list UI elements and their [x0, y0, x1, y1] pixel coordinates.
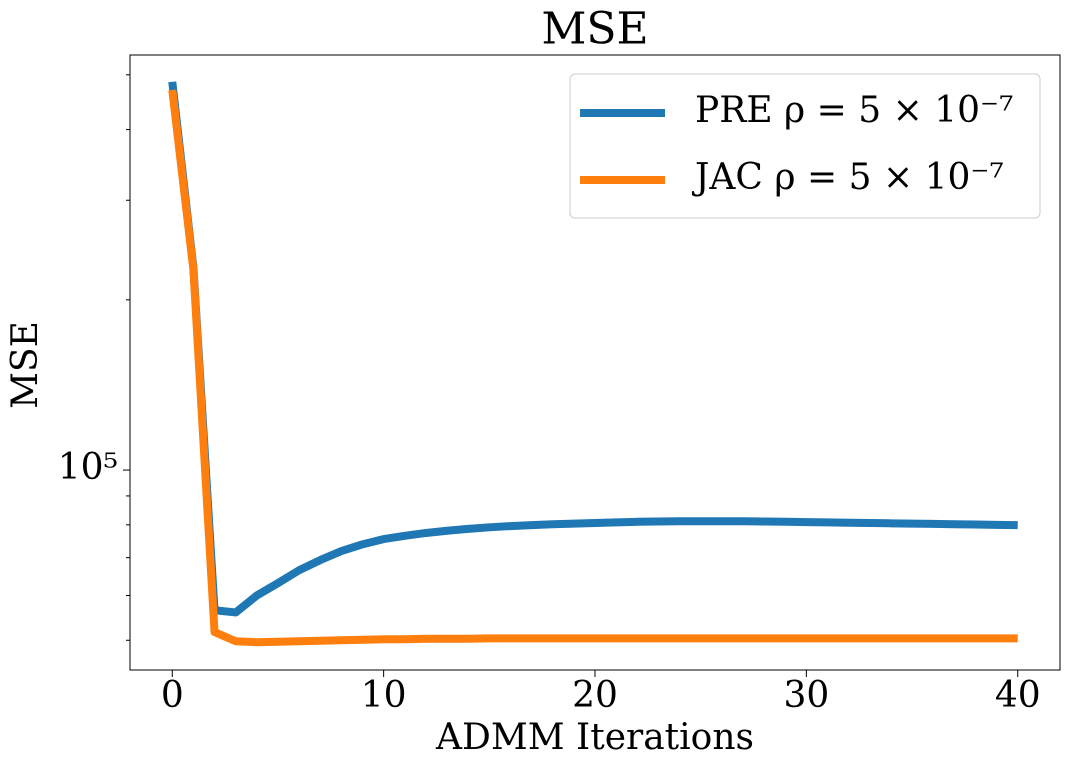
data-line [168, 81, 1018, 617]
y-tick-label: 10⁵ [58, 447, 118, 488]
chart-title: MSE [541, 4, 648, 55]
x-tick-label: 20 [572, 675, 618, 716]
y-axis-label: MSE [5, 321, 46, 409]
legend-label: JAC ρ = 5 × 10⁻⁷ [691, 157, 1004, 198]
x-tick-label: 30 [783, 675, 829, 716]
x-tick-label: 10 [361, 675, 407, 716]
data-line [168, 89, 1018, 647]
legend-box [569, 73, 1041, 219]
legend-label: PRE ρ = 5 × 10⁻⁷ [695, 90, 1013, 131]
x-axis-label: ADMM Iterations [435, 717, 754, 758]
x-tick-label: 40 [995, 675, 1041, 716]
x-tick-label: 0 [161, 675, 184, 716]
